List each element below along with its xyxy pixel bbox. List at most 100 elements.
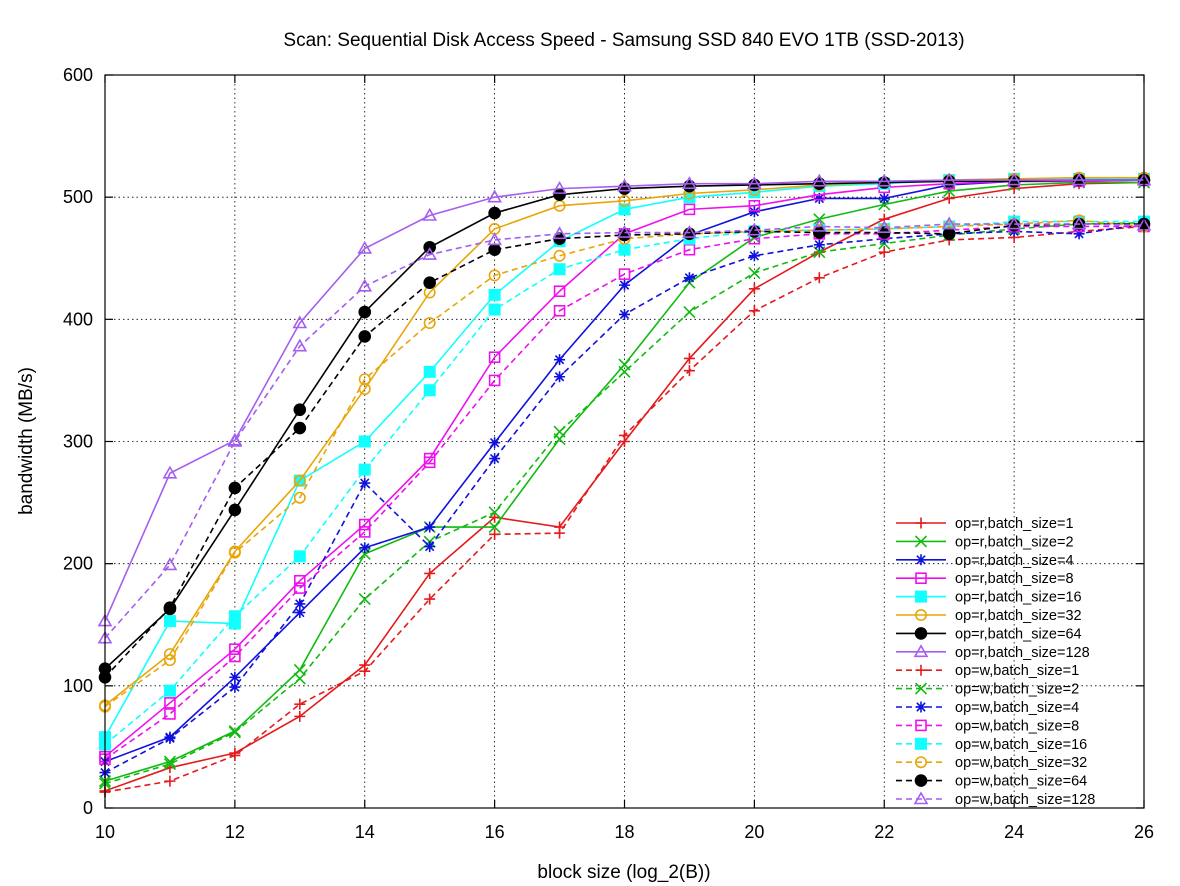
data-point [488, 206, 501, 220]
y-tick-label: 500 [63, 187, 93, 207]
data-point [293, 672, 306, 685]
legend-entry: op=w,batch_size=32 [896, 755, 1087, 771]
data-point [618, 268, 631, 280]
legend-entry: op=w,batch_size=16 [896, 737, 1087, 753]
data-point [294, 698, 306, 710]
series-layer [97, 171, 1152, 798]
data-point [618, 203, 631, 216]
data-point [552, 181, 567, 194]
data-point [748, 199, 761, 212]
data-point [617, 178, 632, 192]
x-tick-label: 12 [225, 822, 245, 842]
legend-entry: op=r,batch_size=64 [896, 626, 1082, 642]
legend-swatch-marker [915, 701, 927, 713]
data-point [424, 521, 436, 533]
data-point [1006, 216, 1022, 230]
data-point [554, 527, 566, 539]
legend-label: op=r,batch_size=1 [955, 516, 1074, 532]
legend-entry: op=r,batch_size=16 [896, 590, 1082, 606]
legend-label: op=w,batch_size=4 [955, 700, 1079, 716]
y-tick-label: 200 [63, 554, 93, 574]
data-point [618, 194, 631, 207]
data-point [487, 232, 503, 246]
data-point [423, 365, 436, 378]
data-point [488, 269, 501, 282]
legend-entry: op=r,batch_size=2 [896, 534, 1074, 550]
data-point [487, 189, 503, 203]
data-point [162, 557, 178, 571]
data-point [488, 506, 501, 519]
data-point [423, 456, 436, 469]
legend-swatch-marker [914, 774, 928, 787]
data-point [293, 491, 306, 504]
data-point [552, 226, 567, 240]
data-point [292, 315, 308, 329]
data-point [682, 176, 697, 190]
data-point [163, 684, 176, 697]
data-point [293, 474, 306, 487]
legend-swatch-marker [915, 572, 927, 585]
series-line [104, 219, 1145, 708]
data-point [228, 503, 242, 517]
legend-swatch-marker [913, 644, 929, 658]
axis-ticks: 10 12 14 16 18 20 22 24 26 0 100 200 300 400 500 600 [63, 65, 1154, 842]
data-point [489, 437, 501, 449]
data-point [164, 697, 176, 709]
data-point [553, 249, 566, 262]
y-tick-label: 100 [63, 676, 93, 696]
data-point [294, 582, 306, 594]
data-point [811, 218, 827, 232]
data-point [683, 203, 696, 216]
legend-label: op=w,batch_size=64 [955, 774, 1087, 790]
x-axis-label: block size (log_2(B)) [537, 862, 710, 883]
data-point [228, 546, 241, 559]
data-point [424, 541, 436, 553]
legend-swatch-marker [915, 737, 927, 750]
legend-label: op=r,batch_size=128 [955, 645, 1090, 661]
legend-entry: op=r,batch_size=32 [896, 608, 1082, 624]
data-point [228, 726, 241, 739]
data-point [618, 243, 631, 256]
data-point [488, 520, 501, 534]
data-point [683, 365, 695, 377]
legend-label: op=r,batch_size=4 [955, 553, 1074, 569]
data-point [876, 173, 892, 187]
data-point [358, 547, 371, 560]
data-point [358, 518, 371, 531]
legend: op=r,batch_size=1 op=r,batch_size=2 op=r,b… [896, 516, 1095, 808]
data-point [876, 220, 892, 234]
data-point [619, 308, 630, 320]
data-point [746, 176, 762, 190]
legend-swatch-marker [914, 608, 927, 621]
data-point [619, 429, 630, 441]
data-point [358, 526, 371, 538]
y-tick-label: 600 [63, 65, 93, 85]
legend-label: op=r,batch_size=32 [955, 608, 1082, 624]
legend-label: op=r,batch_size=64 [955, 626, 1082, 642]
legend-entry: op=r,batch_size=128 [896, 644, 1090, 661]
legend-entry: op=w,batch_size=128 [896, 791, 1095, 808]
x-tick-label: 14 [355, 822, 375, 842]
data-point [229, 643, 241, 655]
data-point [748, 206, 760, 218]
legend-entry: op=w,batch_size=8 [896, 718, 1079, 734]
data-point [294, 607, 306, 619]
x-tick-label: 18 [614, 822, 634, 842]
data-point [1006, 172, 1022, 186]
y-axis-label: bandwidth (MB/s) [16, 367, 37, 515]
legend-label: op=r,batch_size=2 [955, 534, 1074, 550]
data-point [553, 425, 566, 438]
data-point [748, 305, 760, 317]
data-point [746, 222, 762, 236]
legend-label: op=r,batch_size=16 [955, 590, 1082, 606]
y-tick-label: 400 [63, 309, 93, 329]
legend-swatch-marker [915, 590, 927, 603]
data-point [358, 305, 372, 319]
data-point [422, 207, 438, 221]
data-point [358, 330, 372, 343]
data-point [553, 304, 566, 317]
data-point [164, 708, 176, 720]
data-point [683, 305, 696, 319]
data-point [488, 374, 501, 387]
legend-entry: op=r,batch_size=8 [896, 571, 1074, 587]
